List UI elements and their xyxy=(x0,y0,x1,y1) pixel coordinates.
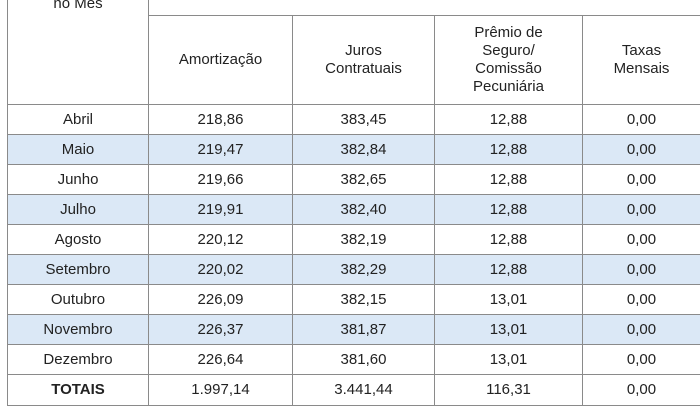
juros-cell: 382,19 xyxy=(292,224,435,255)
premio-cell: 13,01 xyxy=(434,284,583,315)
table-row: Agosto 220,12 382,19 12,88 0,00 xyxy=(7,224,700,255)
amortizacao-cell: 219,66 xyxy=(148,164,293,195)
month-cell: Novembro xyxy=(7,314,149,345)
juros-cell: 381,60 xyxy=(292,344,435,375)
amortizacao-cell: 219,91 xyxy=(148,194,293,225)
totals-row: TOTAIS 1.997,14 3.441,44 116,31 0,00 xyxy=(7,374,700,406)
table-row: Setembro 220,02 382,29 12,88 0,00 xyxy=(7,254,700,285)
juros-header-line: Juros xyxy=(345,42,382,59)
premio-header-line: Comissão xyxy=(475,60,542,77)
amortizacao-cell: 218,86 xyxy=(148,104,293,135)
table-row: Julho 219,91 382,40 12,88 0,00 xyxy=(7,194,700,225)
total-juros: 3.441,44 xyxy=(292,374,435,406)
header-row: Amortização Juros Contratuais Prêmio de … xyxy=(8,15,700,105)
juros-cell: 383,45 xyxy=(292,104,435,135)
premio-header-line: Pecuniária xyxy=(473,78,544,95)
premio-header-line: Prêmio de xyxy=(474,24,543,41)
taxas-cell: 0,00 xyxy=(582,164,700,195)
amortizacao-cell: 219,47 xyxy=(148,134,293,165)
table-row: Abril 218,86 383,45 12,88 0,00 xyxy=(7,104,700,135)
total-amortizacao: 1.997,14 xyxy=(148,374,293,406)
premio-cell: 12,88 xyxy=(434,194,583,225)
juros-cell: 382,84 xyxy=(292,134,435,165)
table-row: Junho 219,66 382,65 12,88 0,00 xyxy=(7,164,700,195)
amortizacao-header: Amortização xyxy=(148,15,293,105)
amortizacao-cell: 226,64 xyxy=(148,344,293,375)
premio-cell: 12,88 xyxy=(434,224,583,255)
taxas-cell: 0,00 xyxy=(582,314,700,345)
header-group-cell xyxy=(148,0,700,16)
premio-cell: 13,01 xyxy=(434,344,583,375)
premio-header: Prêmio de Seguro/ Comissão Pecuniária xyxy=(434,15,583,105)
taxas-cell: 0,00 xyxy=(582,284,700,315)
month-cell: Agosto xyxy=(7,224,149,255)
amortizacao-cell: 220,02 xyxy=(148,254,293,285)
totals-label: TOTAIS xyxy=(7,374,149,406)
total-taxas: 0,00 xyxy=(582,374,700,406)
table-row: Novembro 226,37 381,87 13,01 0,00 xyxy=(7,314,700,345)
table-row: Dezembro 226,64 381,60 13,01 0,00 xyxy=(7,344,700,375)
premio-cell: 13,01 xyxy=(434,314,583,345)
premio-cell: 12,88 xyxy=(434,164,583,195)
month-cell: Julho xyxy=(7,194,149,225)
juros-cell: 381,87 xyxy=(292,314,435,345)
juros-header: Juros Contratuais xyxy=(292,15,435,105)
month-cell: Setembro xyxy=(7,254,149,285)
taxas-cell: 0,00 xyxy=(582,194,700,225)
taxas-header: Taxas Mensais xyxy=(582,15,700,105)
juros-cell: 382,65 xyxy=(292,164,435,195)
premio-cell: 12,88 xyxy=(434,134,583,165)
juros-cell: 382,40 xyxy=(292,194,435,225)
header-top-row: no Mês xyxy=(7,0,700,105)
taxas-header-line: Taxas xyxy=(621,42,662,59)
taxas-cell: 0,00 xyxy=(582,104,700,135)
juros-header-line: Contratuais xyxy=(325,60,402,77)
amortizacao-cell: 226,37 xyxy=(148,314,293,345)
month-cell: Abril xyxy=(7,104,149,135)
total-premio: 116,31 xyxy=(434,374,583,406)
taxas-cell: 0,00 xyxy=(582,134,700,165)
payment-table: no Mês Amortização Juros Contratuais Prê… xyxy=(7,0,700,406)
premio-header-line: Seguro/ xyxy=(482,42,535,59)
table-row: Maio 219,47 382,84 12,88 0,00 xyxy=(7,134,700,165)
amortizacao-cell: 220,12 xyxy=(148,224,293,255)
taxas-cell: 0,00 xyxy=(582,224,700,255)
month-cell: Maio xyxy=(7,134,149,165)
month-cell: Dezembro xyxy=(7,344,149,375)
amortizacao-cell: 226,09 xyxy=(148,284,293,315)
taxas-cell: 0,00 xyxy=(582,344,700,375)
month-cell: Junho xyxy=(7,164,149,195)
premio-cell: 12,88 xyxy=(434,104,583,135)
juros-cell: 382,29 xyxy=(292,254,435,285)
juros-cell: 382,15 xyxy=(292,284,435,315)
month-cell: Outubro xyxy=(7,284,149,315)
taxas-cell: 0,00 xyxy=(582,254,700,285)
table-row: Outubro 226,09 382,15 13,01 0,00 xyxy=(7,284,700,315)
premio-cell: 12,88 xyxy=(434,254,583,285)
taxas-header-line: Mensais xyxy=(613,60,670,77)
month-column-header: no Mês xyxy=(7,0,149,105)
